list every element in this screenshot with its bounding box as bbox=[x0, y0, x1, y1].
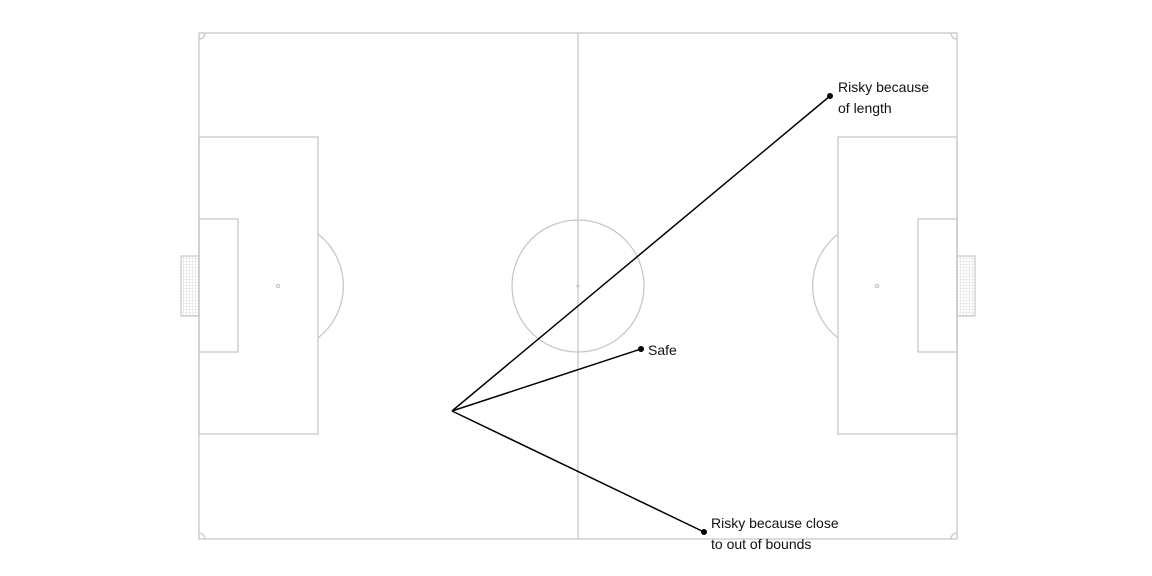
annotation-risky-length: Risky because of length bbox=[838, 77, 929, 119]
annotation-line: Risky because close bbox=[711, 515, 839, 531]
right-penalty-arc bbox=[811, 233, 839, 339]
pass-end-risky-length bbox=[827, 93, 833, 99]
right-goal bbox=[956, 255, 976, 317]
left-penalty-area bbox=[198, 136, 319, 435]
left-penalty-arc bbox=[317, 233, 345, 339]
center-circle bbox=[511, 219, 645, 353]
pass-line-risky-length bbox=[451, 95, 831, 412]
right-penalty-spot bbox=[874, 283, 880, 289]
annotation-line: of length bbox=[838, 100, 892, 116]
annotation-safe: Safe bbox=[648, 340, 677, 361]
right-penalty-area bbox=[837, 136, 958, 435]
annotation-line: Safe bbox=[648, 342, 677, 358]
annotation-risky-out-of-bounds: Risky because close to out of bounds bbox=[711, 513, 839, 555]
annotation-line: Risky because bbox=[838, 79, 930, 95]
corner-arc-top-right bbox=[950, 32, 958, 40]
pass-line-risky-out-of-bounds bbox=[451, 410, 705, 533]
right-goal-area bbox=[917, 218, 958, 353]
left-penalty-spot bbox=[275, 283, 281, 289]
left-goal-area bbox=[198, 218, 239, 353]
corner-arc-bottom-right bbox=[950, 532, 958, 540]
left-goal bbox=[180, 255, 200, 317]
corner-arc-bottom-left bbox=[198, 532, 206, 540]
center-spot bbox=[576, 284, 580, 288]
pass-line-safe bbox=[451, 348, 642, 412]
pass-end-safe bbox=[638, 346, 644, 352]
corner-arc-top-left bbox=[198, 32, 206, 40]
annotation-line: to out of bounds bbox=[711, 536, 812, 552]
pass-end-risky-out-of-bounds bbox=[701, 529, 707, 535]
